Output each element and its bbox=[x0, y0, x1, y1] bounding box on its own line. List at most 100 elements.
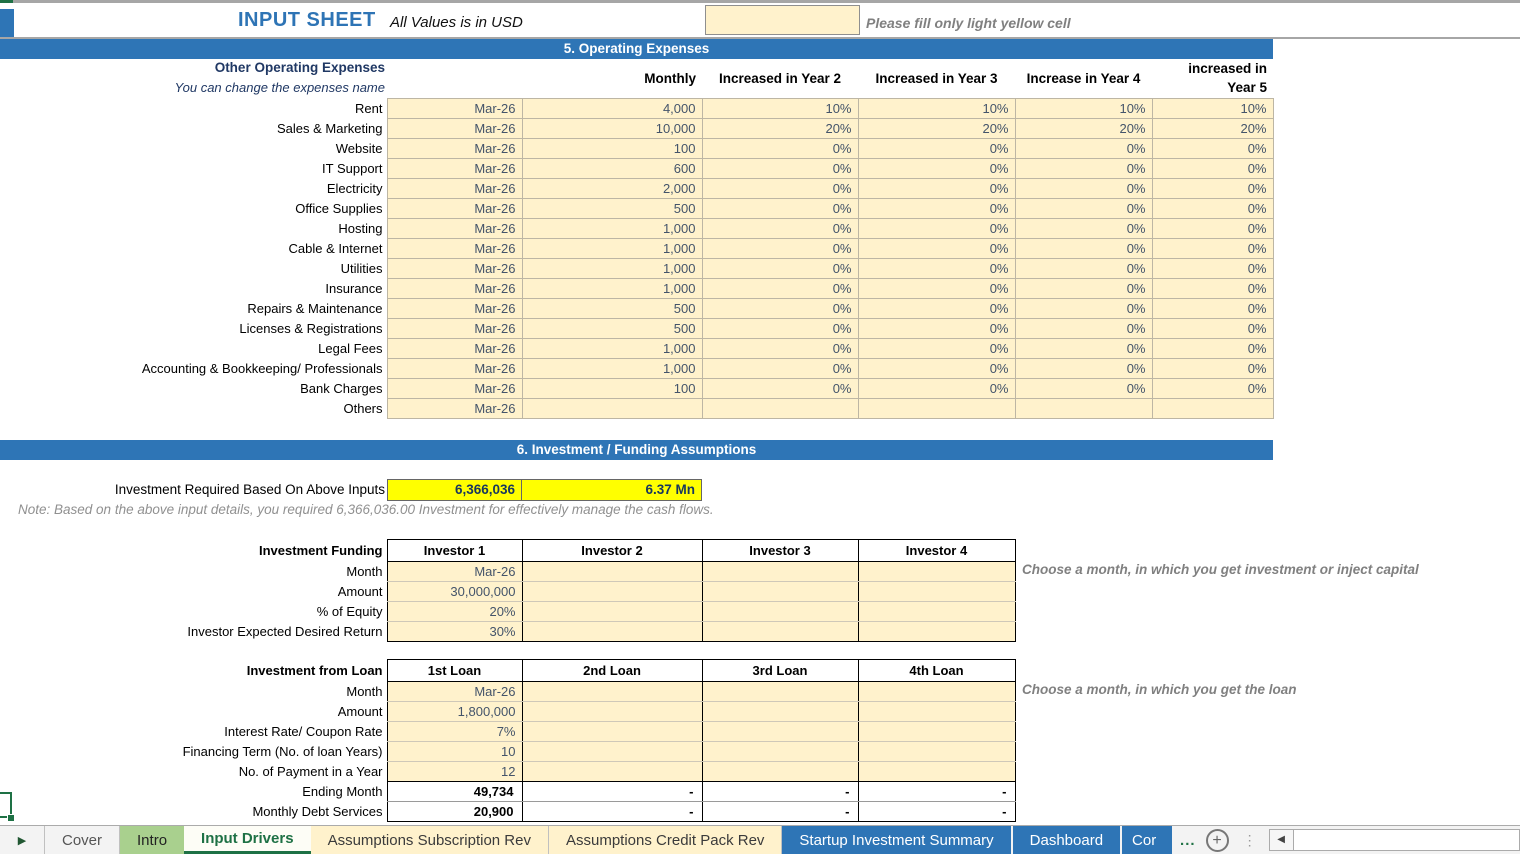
expense-year5-cell[interactable]: 0% bbox=[1152, 319, 1273, 339]
expense-monthly-cell[interactable]: 100 bbox=[522, 379, 702, 399]
expense-monthly-cell[interactable]: 1,000 bbox=[522, 279, 702, 299]
loan-input-cell[interactable]: 12 bbox=[387, 762, 522, 782]
loan-input-cell[interactable]: 1,800,000 bbox=[387, 702, 522, 722]
expense-year4-cell[interactable]: 0% bbox=[1015, 299, 1152, 319]
expense-year5-cell[interactable]: 0% bbox=[1152, 139, 1273, 159]
loan-input-cell[interactable] bbox=[858, 742, 1015, 762]
sheet-tab-input-drivers[interactable]: Input Drivers bbox=[184, 826, 311, 854]
expense-year5-cell[interactable]: 0% bbox=[1152, 339, 1273, 359]
loan-input-cell[interactable] bbox=[702, 702, 858, 722]
expense-month-cell[interactable]: Mar-26 bbox=[387, 359, 522, 379]
funding-input-cell[interactable]: 30,000,000 bbox=[387, 582, 522, 602]
loan-input-cell[interactable]: 10 bbox=[387, 742, 522, 762]
expense-year3-cell[interactable]: 10% bbox=[858, 99, 1015, 119]
expense-month-cell[interactable]: Mar-26 bbox=[387, 279, 522, 299]
expense-year5-cell[interactable]: 0% bbox=[1152, 299, 1273, 319]
loan-input-cell[interactable]: Mar-26 bbox=[387, 682, 522, 702]
expense-year3-cell[interactable] bbox=[858, 399, 1015, 419]
expense-monthly-cell[interactable]: 1,000 bbox=[522, 219, 702, 239]
expense-month-cell[interactable]: Mar-26 bbox=[387, 299, 522, 319]
expense-year4-cell[interactable]: 20% bbox=[1015, 119, 1152, 139]
loan-input-cell[interactable] bbox=[522, 722, 702, 742]
expense-year2-cell[interactable]: 0% bbox=[702, 239, 858, 259]
expense-year4-cell[interactable]: 0% bbox=[1015, 359, 1152, 379]
loan-input-cell[interactable] bbox=[858, 682, 1015, 702]
expense-year3-cell[interactable]: 0% bbox=[858, 279, 1015, 299]
funding-input-cell[interactable] bbox=[702, 622, 858, 642]
expense-monthly-cell[interactable]: 2,000 bbox=[522, 179, 702, 199]
expense-month-cell[interactable]: Mar-26 bbox=[387, 139, 522, 159]
loan-input-cell[interactable] bbox=[522, 702, 702, 722]
expense-year5-cell[interactable]: 0% bbox=[1152, 379, 1273, 399]
loan-input-cell[interactable] bbox=[702, 682, 858, 702]
expense-year2-cell[interactable]: 0% bbox=[702, 259, 858, 279]
loan-input-cell[interactable] bbox=[702, 722, 858, 742]
funding-input-cell[interactable] bbox=[522, 562, 702, 582]
add-sheet-button[interactable]: + bbox=[1206, 829, 1229, 852]
expense-month-cell[interactable]: Mar-26 bbox=[387, 219, 522, 239]
expense-year2-cell[interactable]: 0% bbox=[702, 319, 858, 339]
expense-year4-cell[interactable]: 0% bbox=[1015, 259, 1152, 279]
sheet-tab-intro[interactable]: Intro bbox=[120, 826, 184, 854]
expense-year4-cell[interactable]: 0% bbox=[1015, 179, 1152, 199]
loan-input-cell[interactable] bbox=[522, 742, 702, 762]
expense-monthly-cell[interactable]: 100 bbox=[522, 139, 702, 159]
expense-monthly-cell[interactable]: 10,000 bbox=[522, 119, 702, 139]
expense-year2-cell[interactable]: 0% bbox=[702, 219, 858, 239]
more-sheets-ellipsis[interactable]: ... bbox=[1174, 826, 1202, 854]
scroll-left-button[interactable]: ◀ bbox=[1269, 829, 1294, 851]
funding-input-cell[interactable] bbox=[522, 602, 702, 622]
expense-monthly-cell[interactable]: 4,000 bbox=[522, 99, 702, 119]
expense-year3-cell[interactable]: 0% bbox=[858, 219, 1015, 239]
expense-month-cell[interactable]: Mar-26 bbox=[387, 379, 522, 399]
expense-monthly-cell[interactable]: 1,000 bbox=[522, 339, 702, 359]
expense-month-cell[interactable]: Mar-26 bbox=[387, 199, 522, 219]
expense-monthly-cell[interactable]: 500 bbox=[522, 199, 702, 219]
loan-input-cell[interactable] bbox=[858, 702, 1015, 722]
expense-month-cell[interactable]: Mar-26 bbox=[387, 399, 522, 419]
loan-input-cell[interactable] bbox=[522, 682, 702, 702]
expense-year5-cell[interactable] bbox=[1152, 399, 1273, 419]
expense-year2-cell[interactable]: 0% bbox=[702, 279, 858, 299]
expense-year2-cell[interactable]: 0% bbox=[702, 139, 858, 159]
expense-year3-cell[interactable]: 0% bbox=[858, 259, 1015, 279]
sheet-tab-cover[interactable]: Cover bbox=[44, 826, 120, 854]
expense-year5-cell[interactable]: 0% bbox=[1152, 279, 1273, 299]
sheet-tab-cor[interactable]: Cor bbox=[1122, 826, 1172, 854]
funding-input-cell[interactable] bbox=[522, 582, 702, 602]
loan-input-cell[interactable]: 7% bbox=[387, 722, 522, 742]
header-input-cell[interactable] bbox=[705, 5, 860, 35]
expense-year4-cell[interactable]: 10% bbox=[1015, 99, 1152, 119]
funding-input-cell[interactable] bbox=[702, 582, 858, 602]
expense-year4-cell[interactable]: 0% bbox=[1015, 339, 1152, 359]
expense-year2-cell[interactable] bbox=[702, 399, 858, 419]
expense-year2-cell[interactable]: 0% bbox=[702, 379, 858, 399]
expense-year5-cell[interactable]: 0% bbox=[1152, 359, 1273, 379]
expense-year3-cell[interactable]: 0% bbox=[858, 139, 1015, 159]
expense-month-cell[interactable]: Mar-26 bbox=[387, 319, 522, 339]
expense-year5-cell[interactable]: 10% bbox=[1152, 99, 1273, 119]
expense-year4-cell[interactable]: 0% bbox=[1015, 239, 1152, 259]
expense-month-cell[interactable]: Mar-26 bbox=[387, 119, 522, 139]
loan-input-cell[interactable] bbox=[702, 762, 858, 782]
expense-month-cell[interactable]: Mar-26 bbox=[387, 259, 522, 279]
expense-monthly-cell[interactable]: 500 bbox=[522, 319, 702, 339]
funding-input-cell[interactable]: 20% bbox=[387, 602, 522, 622]
expense-year2-cell[interactable]: 0% bbox=[702, 299, 858, 319]
sheet-tab-dashboard[interactable]: Dashboard bbox=[1013, 826, 1120, 854]
selection-fill-handle[interactable] bbox=[7, 814, 15, 822]
loan-input-cell[interactable] bbox=[858, 722, 1015, 742]
expense-year2-cell[interactable]: 10% bbox=[702, 99, 858, 119]
expense-month-cell[interactable]: Mar-26 bbox=[387, 159, 522, 179]
loan-input-cell[interactable] bbox=[858, 762, 1015, 782]
expense-year3-cell[interactable]: 20% bbox=[858, 119, 1015, 139]
expense-year4-cell[interactable]: 0% bbox=[1015, 319, 1152, 339]
sheet-tab-startup-investment-summary[interactable]: Startup Investment Summary bbox=[782, 826, 1010, 854]
expense-monthly-cell[interactable]: 500 bbox=[522, 299, 702, 319]
expense-monthly-cell[interactable]: 1,000 bbox=[522, 239, 702, 259]
expense-year4-cell[interactable]: 0% bbox=[1015, 379, 1152, 399]
expense-monthly-cell[interactable]: 600 bbox=[522, 159, 702, 179]
funding-input-cell[interactable] bbox=[522, 622, 702, 642]
expense-year3-cell[interactable]: 0% bbox=[858, 339, 1015, 359]
loan-input-cell[interactable] bbox=[522, 762, 702, 782]
